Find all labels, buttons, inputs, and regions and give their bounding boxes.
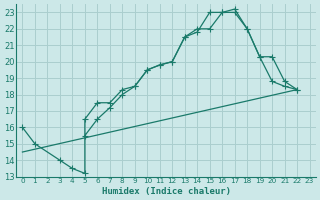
X-axis label: Humidex (Indice chaleur): Humidex (Indice chaleur) bbox=[101, 187, 230, 196]
